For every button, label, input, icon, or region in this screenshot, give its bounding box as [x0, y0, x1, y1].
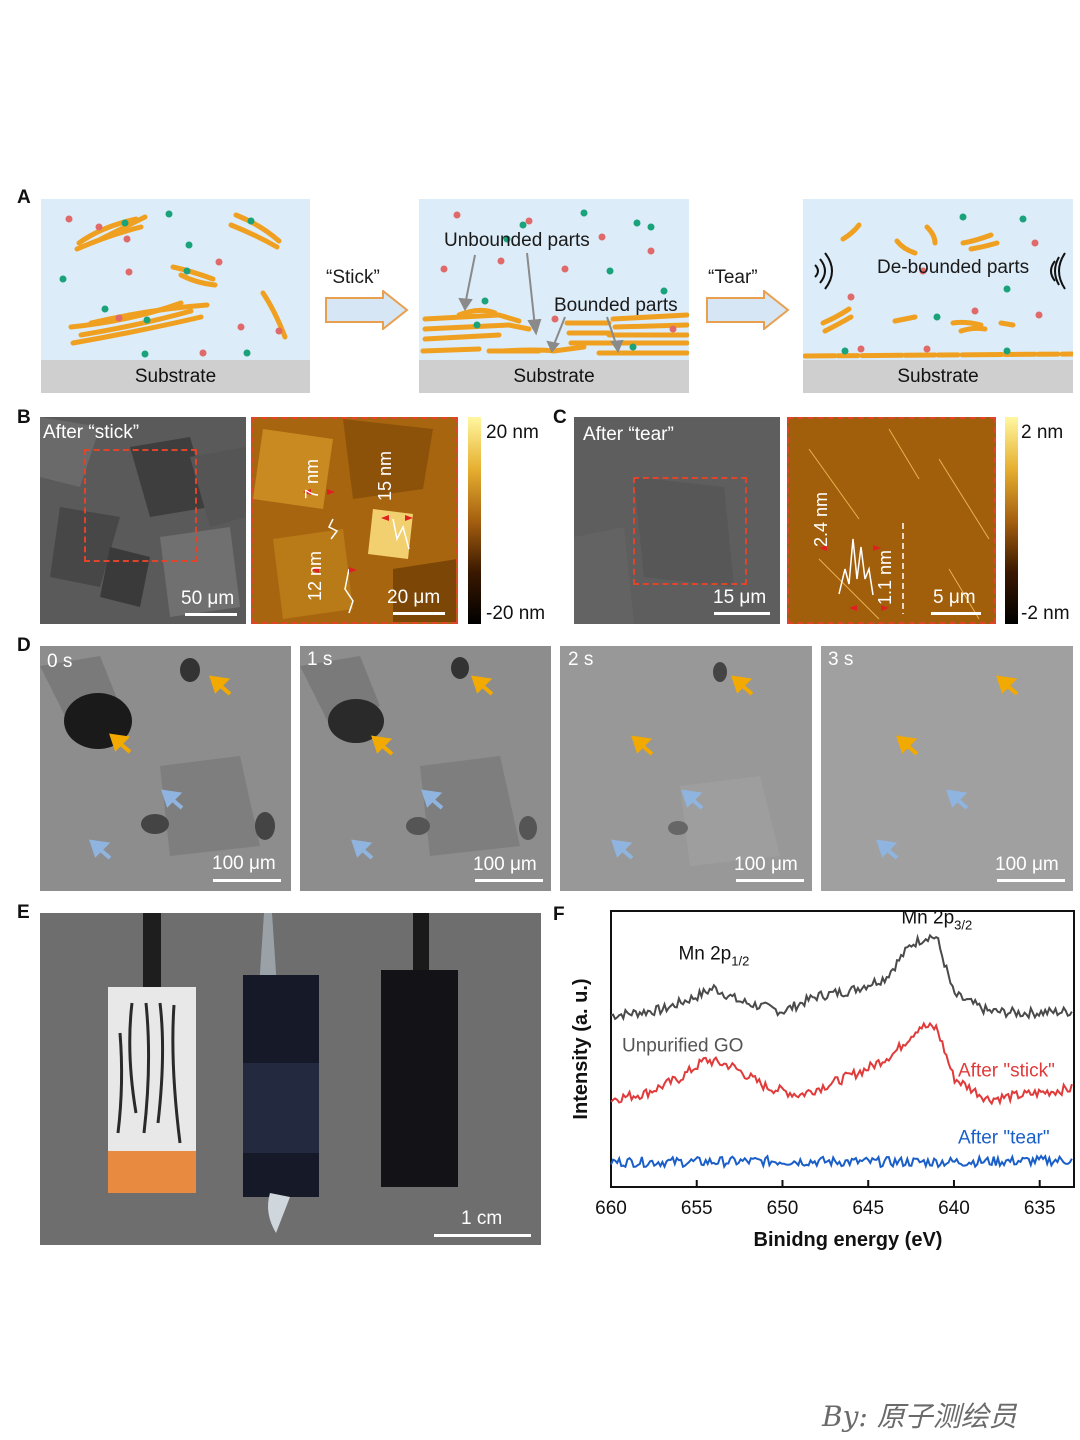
- sem-stick-scale-text: 50 μm: [181, 588, 235, 609]
- unbounded-parts-label: Unbounded parts: [444, 230, 590, 251]
- frame-3s-texture: [876, 675, 1019, 860]
- panel-d-label: D: [17, 635, 31, 656]
- schematic-after-tear-drawing: [803, 213, 1073, 359]
- panel-c-label: C: [553, 407, 567, 428]
- video-frame-3s: 3 s 100 μm: [821, 646, 1073, 891]
- frame-1s-texture: [300, 656, 537, 860]
- sem-stick-scalebar: [185, 613, 237, 616]
- panel-e-label: E: [17, 902, 30, 923]
- afm-image-after-stick: 7 nm 15 nm 12 nm 20 μm: [251, 417, 458, 624]
- sem-tear-label: After “tear”: [583, 424, 674, 445]
- chart-series-labels: Unpurified GO After "stick" After "tear": [622, 1036, 1055, 1149]
- colorbar-c-max: 2 nm: [1021, 422, 1064, 443]
- chart-plot-frame: [610, 910, 1075, 1188]
- peak-label: Mn 2p1/2: [678, 944, 749, 969]
- frame-2s-scale-text: 100 μm: [734, 854, 798, 875]
- frame-3s-scalebar: [997, 879, 1065, 882]
- sem-tear-scale-text: 15 μm: [713, 587, 767, 608]
- frame-0s-scalebar: [213, 879, 281, 882]
- afm-tear-scale-text: 5 μm: [933, 587, 976, 608]
- sem-tear-scalebar: [714, 612, 770, 615]
- series-line: [610, 1021, 1073, 1106]
- series-label: Unpurified GO: [622, 1036, 743, 1057]
- sem-image-after-tear: After “tear” 15 μm: [574, 417, 780, 624]
- frame-1s-time: 1 s: [307, 649, 333, 670]
- video-frame-1s: 1 s 100 μm: [300, 646, 551, 891]
- series-line: [610, 1153, 1073, 1170]
- afm-height-1: 7 nm: [302, 458, 322, 499]
- afm-region-box: [84, 449, 197, 562]
- chart-x-axis-label: Binidng energy (eV): [754, 1229, 943, 1251]
- debounded-parts-label: De-bounded parts: [877, 257, 1030, 278]
- colorbar-c-min: -2 nm: [1021, 603, 1070, 624]
- frame-2s-time: 2 s: [568, 649, 594, 670]
- colorbar-b-max: 20 nm: [486, 422, 539, 443]
- frame-0s-scale-text: 100 μm: [212, 853, 276, 874]
- afm-stick-scalebar: [393, 612, 445, 615]
- afm-colorbar-b: [468, 417, 481, 624]
- panel-b-label: B: [17, 407, 31, 428]
- schematic-after-stick: Unbounded parts Bounded parts Substrate: [419, 199, 689, 393]
- schematic-initial-drawing: [59, 210, 288, 358]
- x-tick-label: 635: [1024, 1198, 1056, 1219]
- substrate-label: Substrate: [803, 360, 1073, 393]
- frame-1s-scalebar: [475, 879, 543, 882]
- series-line: [610, 933, 1073, 1022]
- panel-a-label: A: [17, 187, 31, 208]
- x-tick-label: 660: [595, 1198, 627, 1219]
- electrodes-photo-drawing: [108, 913, 458, 1233]
- frame-2s-texture: [611, 662, 780, 866]
- afm-tear-scalebar: [931, 612, 981, 615]
- x-tick-label: 640: [938, 1198, 970, 1219]
- chart-series: [610, 933, 1073, 1170]
- tear-arrow-icon: [706, 290, 790, 330]
- substrate-label: Substrate: [41, 360, 310, 393]
- afm-tear-texture: [808, 428, 990, 620]
- substrate-label: Substrate: [419, 360, 689, 393]
- x-tick-label: 650: [767, 1198, 799, 1219]
- sem-tear-texture: [574, 477, 734, 624]
- chart-x-ticks: 660 655 650 645 640 635: [595, 1180, 1056, 1219]
- panel-f-label: F: [553, 904, 565, 925]
- bounded-parts-label: Bounded parts: [554, 295, 678, 316]
- frame-0s-time: 0 s: [47, 651, 73, 672]
- afm-region-box-tear: [633, 477, 747, 585]
- sem-image-after-stick: After “stick” 50 μm: [40, 417, 246, 624]
- afm-height-3: 12 nm: [305, 550, 325, 601]
- x-tick-label: 645: [852, 1198, 884, 1219]
- schematic-after-stick-drawing: [420, 209, 689, 356]
- afm-image-after-tear: 2.4 nm 1.1 nm 5 μm: [787, 417, 996, 624]
- series-label: After "stick": [958, 1060, 1055, 1081]
- afm-height-2: 15 nm: [375, 450, 395, 501]
- watermark: By: 原子测绘员: [822, 1400, 1017, 1433]
- frame-3s-scale-text: 100 μm: [995, 854, 1059, 875]
- video-frame-2s: 2 s 100 μm: [560, 646, 812, 891]
- chart-y-axis-label: Intensity (a. u.): [570, 978, 592, 1119]
- schematic-after-tear: De-bounded parts Substrate: [803, 199, 1073, 393]
- frame-2s-scalebar: [736, 879, 804, 882]
- colorbar-b-min: -20 nm: [486, 603, 546, 624]
- afm-texture: [253, 419, 456, 622]
- stick-step-label: “Stick”: [326, 267, 380, 288]
- frame-1s-scale-text: 100 μm: [473, 854, 537, 875]
- stick-arrow-icon: [325, 290, 409, 330]
- tear-step-label: “Tear”: [708, 267, 758, 288]
- afm-stick-scale-text: 20 μm: [387, 587, 441, 608]
- x-tick-label: 655: [681, 1198, 713, 1219]
- photo-scalebar: [434, 1234, 531, 1237]
- frame-0s-texture: [40, 656, 275, 860]
- afm-tear-height-1: 2.4 nm: [811, 491, 831, 547]
- afm-colorbar-c: [1005, 417, 1018, 624]
- frame-3s-time: 3 s: [828, 649, 854, 670]
- schematic-initial: Substrate: [41, 199, 310, 393]
- photo-scale-text: 1 cm: [461, 1208, 503, 1229]
- photo-electrodes: 1 cm: [40, 913, 541, 1245]
- afm-tear-height-2: 1.1 nm: [875, 549, 895, 605]
- video-frame-0s: 0 s 100 μm: [40, 646, 291, 891]
- series-label: After "tear": [958, 1128, 1050, 1149]
- xps-chart: 660 655 650 645 640 635 Mn 2p1/2Mn 2p3/2 Unpu…: [570, 908, 1075, 1251]
- sem-stick-label: After “stick”: [43, 422, 140, 443]
